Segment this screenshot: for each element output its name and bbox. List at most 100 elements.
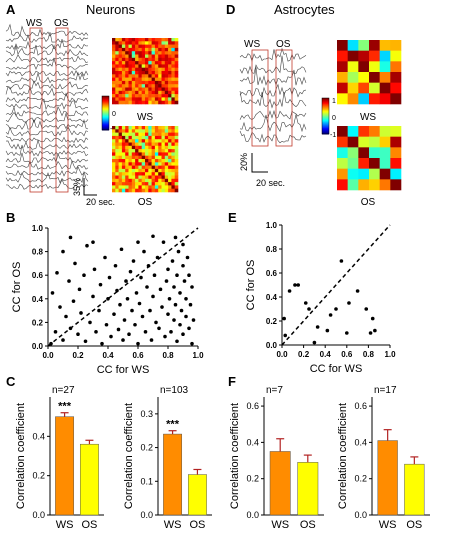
scatter-point [91, 294, 95, 299]
neuron-ws-cell [164, 44, 169, 49]
neuron-ws-cell [135, 87, 139, 92]
neuron-os-cell [125, 172, 129, 176]
neuron-os-cell [145, 162, 149, 166]
neuron-os-cell [141, 178, 146, 183]
neuron-ws-cell [121, 57, 126, 62]
scatter-point [164, 279, 169, 283]
neuron-ws-cell [158, 77, 162, 82]
neuron-ws-cell [145, 67, 149, 72]
y-tick-label: 1.0 [266, 221, 278, 230]
scatter-point [79, 311, 83, 315]
scatter-point [339, 259, 344, 263]
neuron-ws-cell [174, 97, 179, 101]
neuron-ws-cell [148, 90, 152, 95]
neuron-os-cell [158, 132, 162, 137]
neuron-ws-cell [131, 64, 136, 68]
neuron-os-cell [171, 178, 175, 183]
neuron-ws-cell [141, 54, 146, 59]
neuron-ws-cell [161, 94, 166, 98]
astrocyte-os-cell [369, 158, 380, 169]
n-label: n=103 [160, 385, 189, 396]
astrocyte-matrix-os [337, 126, 402, 191]
neuron-ws-cell [125, 80, 129, 85]
neuron-os-cell [151, 129, 156, 133]
neuron-os-cell [158, 182, 162, 186]
astrocyte-ws-cell [347, 72, 359, 83]
neuron-os-cell [154, 188, 159, 193]
neuron-ws-cell [138, 84, 142, 88]
neuron-ws-cell [171, 94, 175, 98]
neuron-os-cell [171, 168, 175, 173]
neuron-os-cell [121, 129, 126, 133]
neuron-ws-cell [151, 90, 156, 95]
neuron-ws-cell [161, 54, 166, 59]
neuron-ws-cell [115, 41, 119, 45]
neuron-os-cell [158, 185, 162, 189]
neuron-ws-cell [138, 67, 142, 72]
neuron-os-cell [161, 165, 166, 170]
neuron-trace [5, 118, 89, 130]
neuron-colorbar-step [102, 103, 109, 106]
neuron-os-cell [148, 165, 152, 170]
neuron-ws-cell [118, 47, 123, 52]
neuron-os-cell [145, 188, 149, 193]
neuron-ws-cell [151, 71, 156, 75]
scatter-point [113, 263, 118, 268]
neuron-os-cell [131, 188, 136, 193]
neuron-matrix-os-label: OS [138, 197, 153, 208]
neuron-os-cell [151, 135, 156, 140]
scatter-point [182, 279, 187, 283]
astrocyte-ws-cell [358, 72, 370, 83]
neuron-ws-cell [118, 41, 123, 45]
panel-letter-f: F [228, 374, 236, 389]
neuron-os-cell [148, 132, 152, 137]
neuron-os-cell [171, 159, 175, 163]
scatter-point [85, 243, 89, 248]
neuron-os-cell [174, 155, 179, 160]
neuron-ws-cell [164, 100, 169, 105]
significance-marker: *** [58, 401, 72, 413]
neuron-ws-cell [115, 51, 119, 55]
astrocyte-ws-cell [390, 82, 402, 94]
neuron-ws-cell [121, 90, 126, 95]
neuron-ws-cell [125, 61, 129, 65]
scatter-point [166, 312, 170, 316]
neuron-os-cell [164, 159, 169, 163]
astrocyte-os-cell [369, 179, 380, 191]
neuron-matrix-ws-label: WS [137, 112, 153, 123]
y-tick-label: 0.2 [32, 318, 44, 327]
neuron-os-cell [118, 129, 123, 133]
scatter-point [173, 235, 178, 240]
neuron-trace [5, 125, 89, 137]
x-tick-label: 0.8 [162, 351, 174, 360]
neuron-os-cell [138, 172, 142, 176]
neuron-os-cell [174, 185, 179, 189]
neuron-ws-cell [135, 97, 139, 101]
neuron-os-cell [128, 185, 133, 189]
neuron-os-cell [158, 126, 162, 130]
scatter-point [185, 255, 190, 260]
neuron-trace [5, 98, 89, 111]
bar-ws [377, 440, 398, 516]
neuron-ws-cell [158, 71, 162, 75]
neuron-os-cell [148, 172, 152, 176]
neuron-colorbar-step [102, 124, 109, 126]
scatter-point [53, 330, 58, 334]
category-label: WS [271, 519, 289, 531]
y-axis-label: CC for OS [11, 262, 23, 313]
scatter-point [160, 305, 164, 309]
neuron-os-cell [138, 129, 142, 133]
neuron-os-cell [161, 175, 166, 180]
neuron-os-cell [168, 132, 172, 137]
scatter-point [146, 263, 151, 268]
neuron-os-cell [118, 172, 123, 176]
neuron-ws-cell [158, 74, 162, 78]
x-tick-label: 0.0 [276, 350, 288, 359]
astrocyte-colorbar-tick-high: 1 [332, 98, 336, 105]
neuron-os-cell [121, 162, 126, 166]
neuron-ws-cell [112, 74, 116, 78]
neuron-os-cell [148, 145, 152, 150]
bar-os [404, 463, 425, 516]
neuron-ws-cell [168, 44, 172, 49]
neuron-ws-cell [168, 80, 172, 85]
